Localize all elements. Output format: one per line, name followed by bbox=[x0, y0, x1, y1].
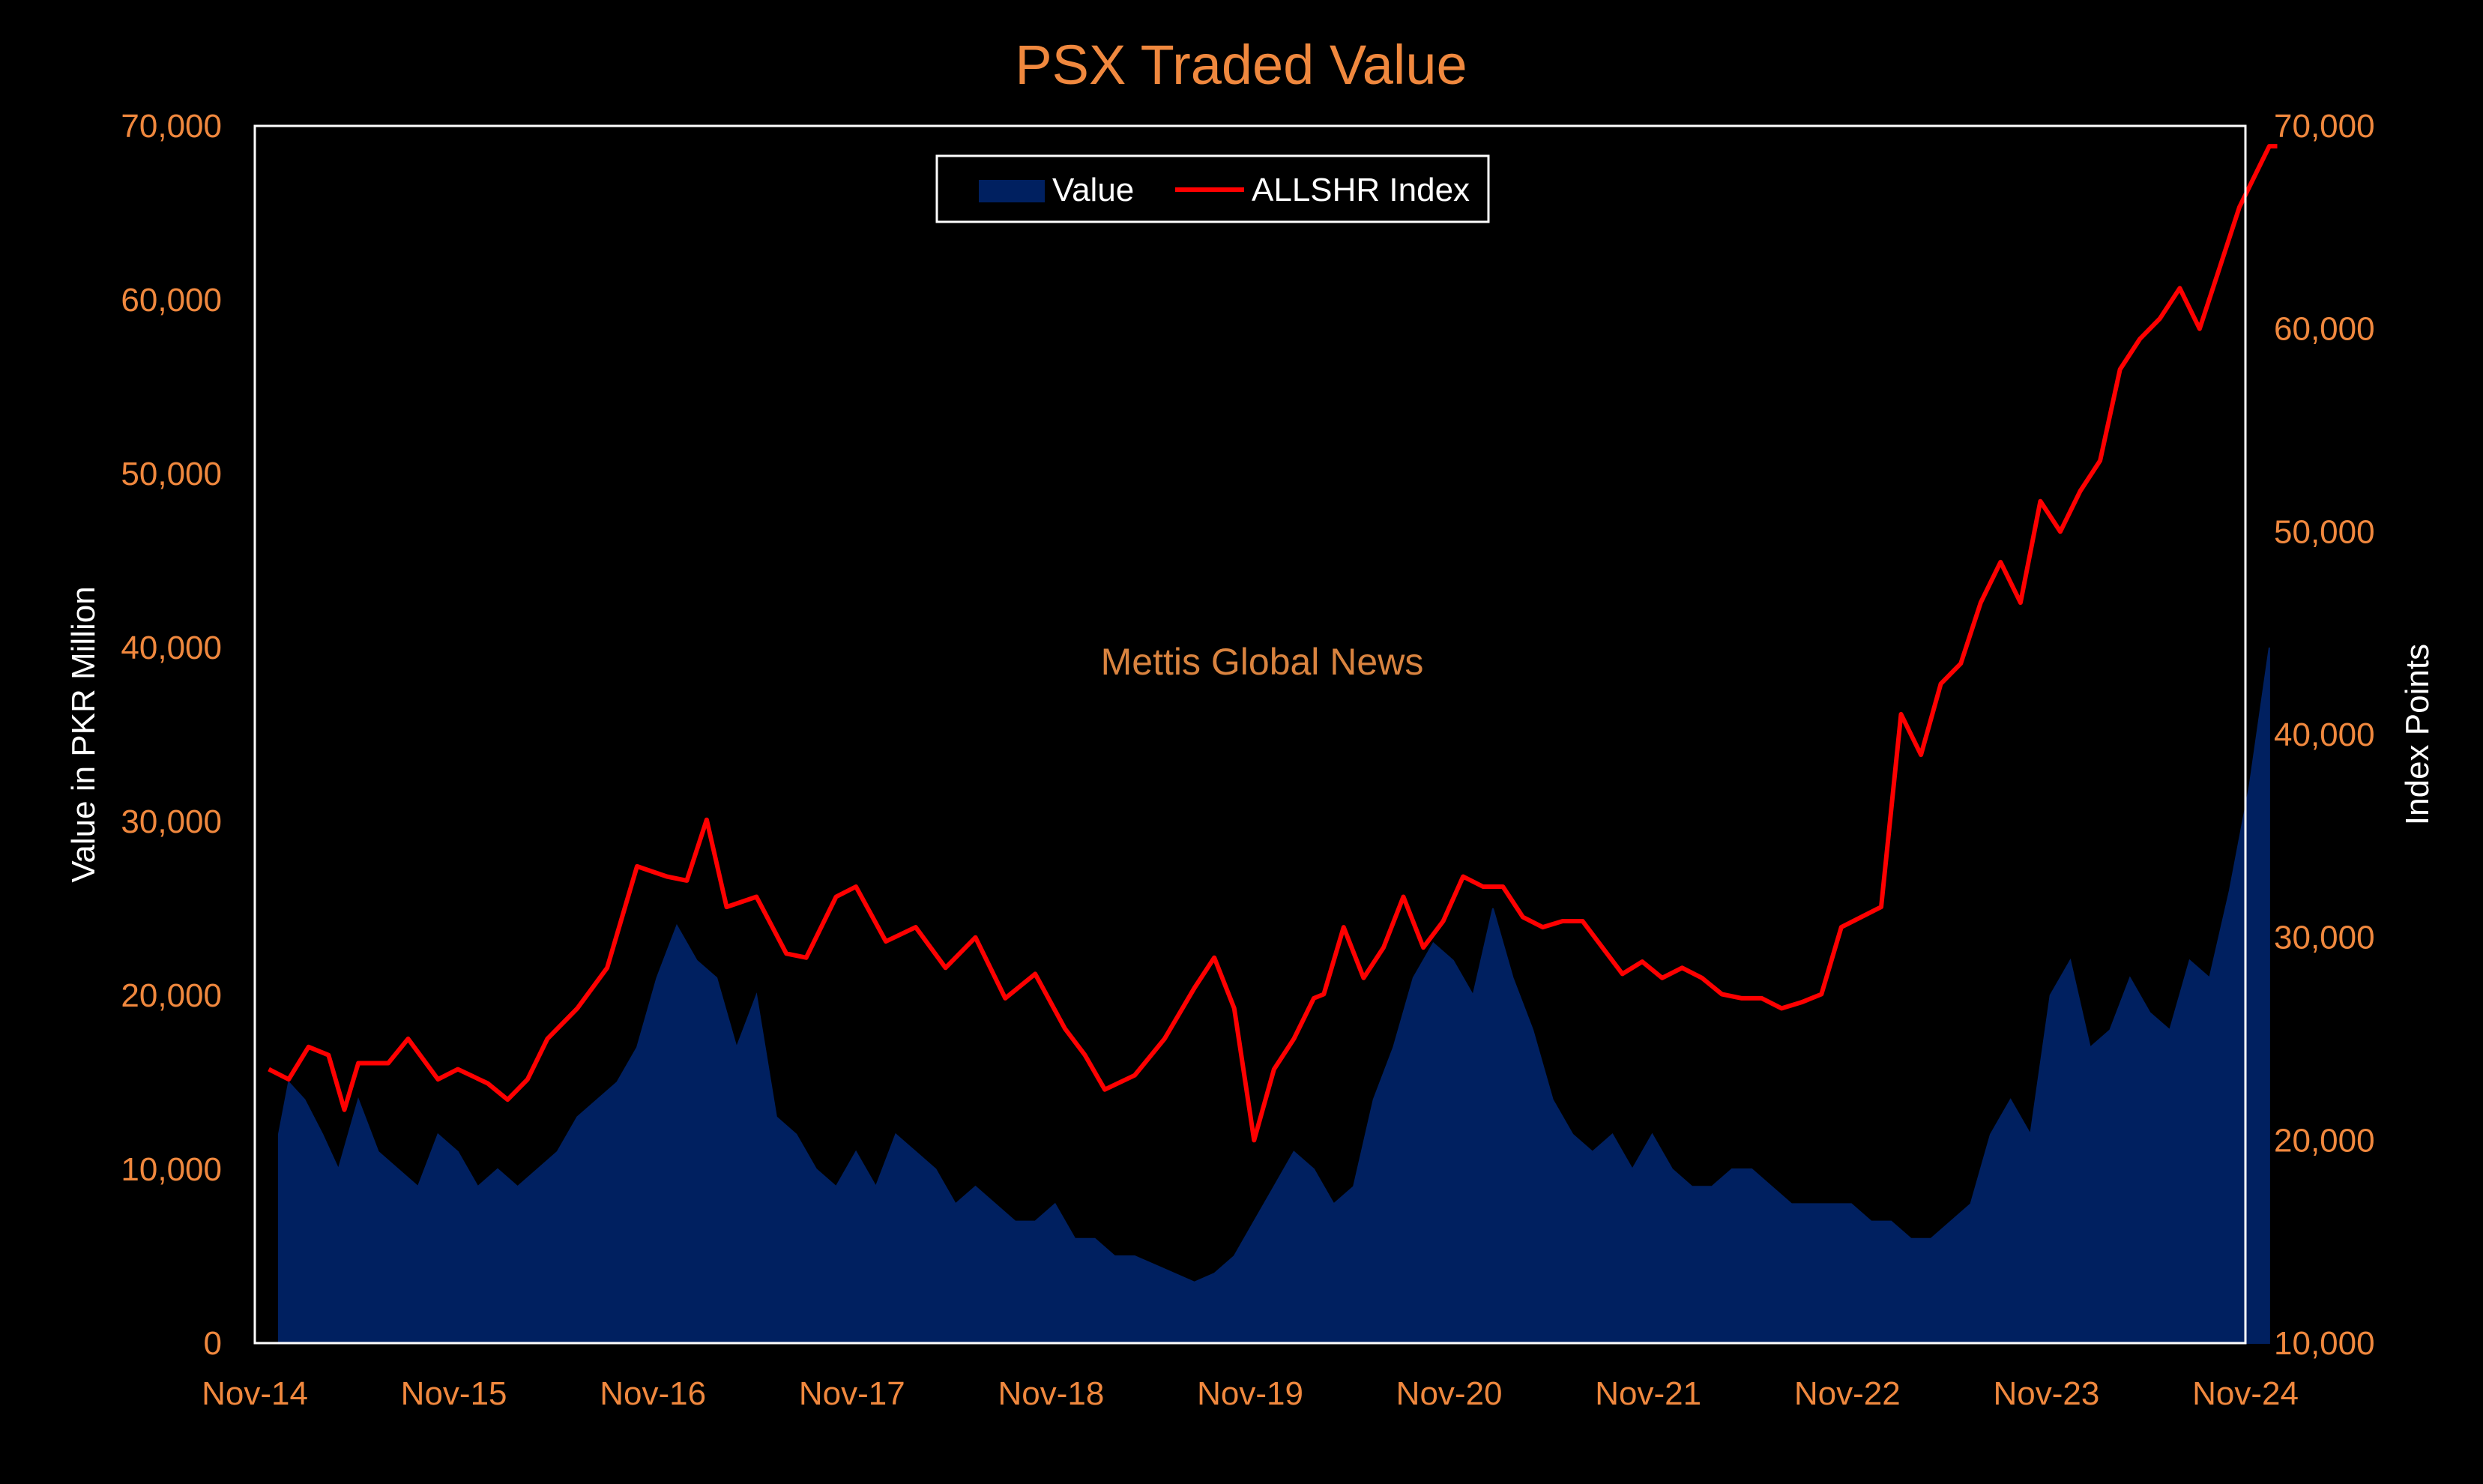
left-tick-label: 70,000 bbox=[121, 108, 222, 145]
left-tick-label: 0 bbox=[204, 1325, 222, 1362]
x-tick-label: Nov-20 bbox=[1396, 1375, 1503, 1412]
left-tick-label: 50,000 bbox=[121, 456, 222, 492]
x-tick-label: Nov-15 bbox=[401, 1375, 507, 1412]
legend-label-value: Value bbox=[1052, 172, 1134, 208]
left-axis-label: Value in PKR Million bbox=[65, 586, 102, 882]
allshr-index-line bbox=[268, 144, 2278, 1143]
right-tick-label: 10,000 bbox=[2274, 1325, 2375, 1362]
x-tick-label: Nov-23 bbox=[1993, 1375, 2099, 1412]
left-tick-label: 40,000 bbox=[121, 630, 222, 666]
left-tick-label: 60,000 bbox=[121, 282, 222, 319]
right-tick-label: 70,000 bbox=[2274, 108, 2375, 145]
x-tick-label: Nov-17 bbox=[799, 1375, 905, 1412]
value-area-layer bbox=[277, 647, 2270, 1344]
x-tick-label: Nov-14 bbox=[202, 1375, 308, 1412]
x-tick-label: Nov-22 bbox=[1794, 1375, 1901, 1412]
left-tick-label: 30,000 bbox=[121, 803, 222, 840]
left-tick-label: 20,000 bbox=[121, 977, 222, 1014]
right-tick-label: 60,000 bbox=[2274, 311, 2375, 348]
left-axis: 0 10,000 20,000 30,000 40,000 50,000 60,000 70,… bbox=[121, 108, 222, 1362]
value-area bbox=[277, 647, 2270, 1344]
x-tick-label: Nov-18 bbox=[998, 1375, 1104, 1412]
legend-label-index: ALLSHR Index bbox=[1252, 172, 1470, 208]
index-line-layer bbox=[268, 144, 2278, 1143]
legend-swatch-value bbox=[979, 180, 1045, 202]
x-tick-label: Nov-21 bbox=[1595, 1375, 1701, 1412]
right-tick-label: 50,000 bbox=[2274, 513, 2375, 550]
legend: Value ALLSHR Index bbox=[935, 154, 1490, 223]
chart-title: PSX Traded Value bbox=[1015, 34, 1467, 96]
right-tick-label: 20,000 bbox=[2274, 1122, 2375, 1159]
right-axis: 10,000 20,000 30,000 40,000 50,000 60,000 70,0… bbox=[2274, 108, 2375, 1362]
x-tick-label: Nov-19 bbox=[1197, 1375, 1303, 1412]
right-axis-label: Index Points bbox=[2399, 644, 2436, 825]
x-axis: Nov-14 Nov-15 Nov-16 Nov-17 Nov-18 Nov-19 Nov-… bbox=[202, 1375, 2299, 1412]
x-tick-label: Nov-24 bbox=[2192, 1375, 2299, 1412]
right-tick-label: 40,000 bbox=[2274, 717, 2375, 753]
watermark-annotation: Mettis Global News bbox=[1101, 641, 1424, 683]
left-tick-label: 10,000 bbox=[121, 1151, 222, 1188]
x-tick-label: Nov-16 bbox=[600, 1375, 706, 1412]
plot-area-border bbox=[253, 124, 2247, 1345]
right-tick-label: 30,000 bbox=[2274, 920, 2375, 956]
